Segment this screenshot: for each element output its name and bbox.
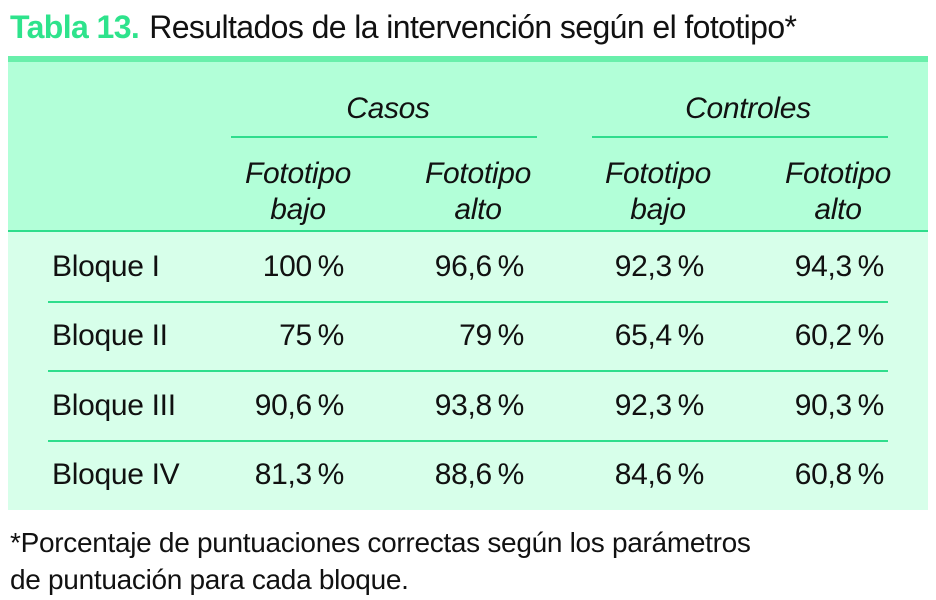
footnote-line-2: de puntuación para cada bloque. — [10, 564, 409, 595]
column-header-line: alto — [814, 193, 862, 226]
cell-value: 84,6 % — [614, 458, 705, 492]
row-label-spacer — [8, 156, 208, 228]
column-header-line: bajo — [270, 193, 326, 226]
column-header-line: alto — [454, 193, 502, 226]
cell-value: 100 % — [262, 249, 345, 283]
column-header-line: Fototipo — [425, 157, 531, 190]
row-label: Bloque IV — [52, 458, 180, 492]
column-header-casos-alto: Fototipo alto — [388, 156, 568, 228]
results-table: Casos Controles Fototipo bajo Fototipo alt… — [8, 56, 928, 510]
controles-underline — [592, 136, 888, 138]
table-top-border — [8, 56, 928, 62]
casos-underline — [231, 136, 537, 138]
column-group-casos: Casos — [346, 92, 430, 125]
table-row: Bloque IV 81,3 % 88,6 % 84,6 % 60,8 % — [8, 439, 928, 511]
table-title: Resultados de la intervención según el f… — [149, 9, 797, 45]
table-caption: Tabla 13. Resultados de la intervención s… — [10, 7, 797, 47]
row-label: Bloque I — [52, 249, 160, 283]
cell-value: 79 % — [459, 319, 524, 353]
column-header-line: Fototipo — [785, 157, 891, 190]
footnote-line-1: *Porcentaje de puntuaciones correctas se… — [10, 527, 751, 558]
table-number: Tabla 13. — [10, 9, 140, 45]
cell-value: 60,2 % — [794, 319, 885, 353]
footnote: *Porcentaje de puntuaciones correctas se… — [10, 524, 751, 598]
column-header-controles-alto: Fototipo alto — [748, 156, 928, 228]
row-label: Bloque II — [52, 319, 168, 353]
column-group-controles: Controles — [685, 92, 811, 125]
cell-value: 75 % — [279, 319, 344, 353]
cell-value: 90,3 % — [794, 388, 885, 422]
cell-value: 81,3 % — [254, 458, 345, 492]
cell-value: 94,3 % — [794, 249, 885, 283]
column-header-line: bajo — [630, 193, 686, 226]
cell-value: 93,8 % — [434, 388, 525, 422]
cell-value: 88,6 % — [434, 458, 525, 492]
cell-value: 65,4 % — [614, 319, 705, 353]
table-row: Bloque III 90,6 % 93,8 % 92,3 % 90,3 % — [8, 370, 928, 441]
column-header-row: Fototipo bajo Fototipo alto Fototipo bajo F… — [8, 156, 928, 228]
table-row: Bloque II 75 % 79 % 65,4 % 60,2 % — [8, 300, 928, 372]
cell-value: 90,6 % — [254, 388, 345, 422]
column-header-controles-bajo: Fototipo bajo — [568, 156, 748, 228]
row-label: Bloque III — [52, 388, 176, 422]
table-body: Bloque I 100 % 96,6 % 92,3 % 94,3 % Bloq… — [8, 232, 928, 510]
column-header-casos-bajo: Fototipo bajo — [208, 156, 388, 228]
column-header-line: Fototipo — [245, 157, 351, 190]
cell-value: 92,3 % — [614, 249, 705, 283]
table-row: Bloque I 100 % 96,6 % 92,3 % 94,3 % — [8, 232, 928, 302]
column-header-line: Fototipo — [605, 157, 711, 190]
table-header: Casos Controles Fototipo bajo Fototipo alt… — [8, 62, 928, 230]
cell-value: 60,8 % — [794, 458, 885, 492]
cell-value: 96,6 % — [434, 249, 525, 283]
header-separator — [8, 230, 928, 232]
cell-value: 92,3 % — [614, 388, 705, 422]
